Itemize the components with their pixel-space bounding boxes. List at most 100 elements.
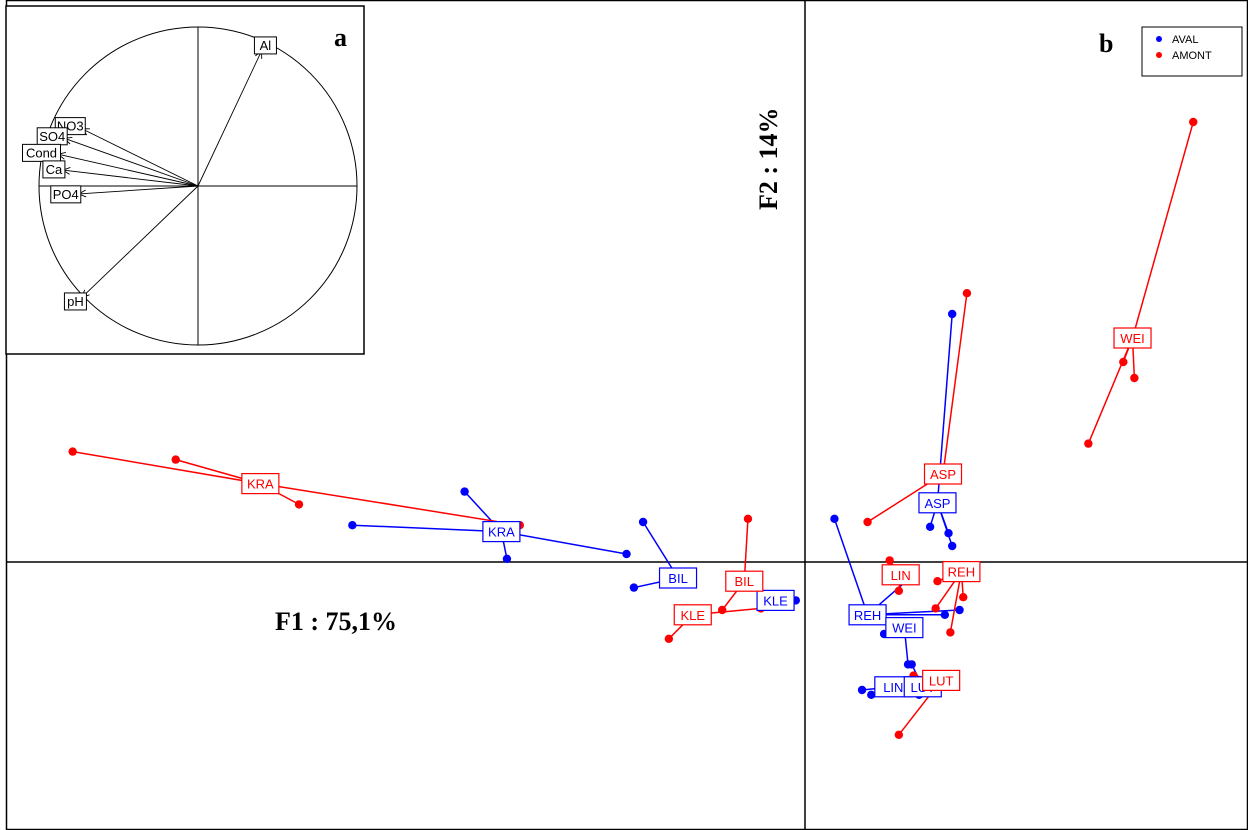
segment-amont-wei-0 bbox=[1131, 121, 1194, 339]
point-aval-reh-2 bbox=[940, 610, 950, 619]
var-label-ca: Ca bbox=[46, 162, 63, 177]
var-box-ca bbox=[42, 160, 66, 179]
point-amont-kle-0 bbox=[664, 634, 674, 643]
var-label-po4: PO4 bbox=[53, 187, 79, 202]
segment-amont-kra-0 bbox=[72, 450, 261, 485]
var-box-ph bbox=[63, 292, 87, 311]
point-aval-reh-0 bbox=[830, 514, 839, 523]
group-box-amont-kra bbox=[241, 473, 280, 495]
var-label-cond: Cond bbox=[26, 145, 57, 160]
var-label-ph: pH bbox=[67, 294, 84, 309]
panel-letter-b: b bbox=[1099, 29, 1113, 58]
point-amont-lin-0 bbox=[885, 556, 894, 565]
arrow-ph bbox=[81, 185, 199, 298]
point-aval-asp-0 bbox=[948, 309, 957, 319]
point-aval-bil-1 bbox=[629, 583, 639, 592]
point-amont-wei-2 bbox=[1119, 357, 1128, 367]
point-aval-kra-0 bbox=[348, 521, 357, 530]
group-box-aval-asp bbox=[918, 492, 957, 514]
point-aval-reh-3 bbox=[955, 605, 964, 615]
x-axis-label: F1 : 75,1% bbox=[275, 607, 397, 636]
point-aval-kra-2 bbox=[622, 549, 631, 559]
point-aval-lut-0 bbox=[907, 660, 916, 669]
group-label-amont-asp: ASP bbox=[930, 467, 956, 482]
point-aval-lin-1 bbox=[867, 690, 876, 699]
group-box-aval-wei bbox=[885, 616, 924, 639]
point-amont-wei-1 bbox=[1084, 439, 1093, 448]
segment-amont-asp-0 bbox=[942, 293, 968, 475]
point-amont-kra-0 bbox=[68, 447, 77, 456]
scatter-panel-b: KRA BIL KLE ASP REH WEI LIN LUT KRA BIL KLE ASP REH L… bbox=[6, 0, 1248, 830]
var-box-cond bbox=[22, 143, 62, 162]
group-label-aval-bil: BIL bbox=[668, 571, 688, 586]
point-amont-bil-1 bbox=[718, 605, 727, 615]
group-box-amont-bil bbox=[725, 570, 764, 592]
group-box-aval-kra bbox=[482, 520, 521, 543]
group-label-aval-kra: KRA bbox=[488, 525, 515, 540]
point-aval-asp-2 bbox=[944, 529, 953, 538]
group-label-aval-kle: KLE bbox=[763, 593, 788, 608]
group-label-aval-reh: REH bbox=[854, 608, 881, 623]
point-amont-wei-0 bbox=[1189, 117, 1198, 127]
point-amont-kra-2 bbox=[294, 500, 304, 509]
group-label-amont-kra: KRA bbox=[247, 477, 274, 492]
point-aval-lin-0 bbox=[857, 685, 867, 695]
arrow-so4 bbox=[64, 137, 199, 187]
group-box-amont-kle bbox=[673, 604, 712, 626]
group-label-amont-kle: KLE bbox=[680, 608, 705, 623]
group-label-amont-lut: LUT bbox=[929, 673, 954, 688]
segment-amont-kra-3 bbox=[260, 482, 520, 526]
var-label-al: Al bbox=[260, 38, 272, 53]
group-box-amont-lin bbox=[881, 564, 920, 586]
var-box-al bbox=[253, 36, 277, 55]
point-aval-kra-3 bbox=[502, 554, 512, 563]
y-axis-label: F2 : 14% bbox=[754, 107, 783, 210]
point-aval-bil-0 bbox=[638, 517, 648, 527]
point-amont-kra-1 bbox=[171, 455, 180, 464]
segment-aval-kra-0 bbox=[352, 524, 502, 533]
segment-aval-kra-2 bbox=[501, 530, 627, 555]
group-box-amont-asp bbox=[923, 463, 963, 485]
group-box-amont-wei bbox=[1113, 327, 1152, 349]
arrow-no3 bbox=[81, 128, 199, 187]
panel-letter-a: a bbox=[334, 23, 347, 52]
group-box-aval-bil bbox=[658, 567, 698, 589]
group-label-amont-bil: BIL bbox=[735, 574, 755, 589]
point-amont-reh-1 bbox=[946, 628, 955, 637]
group-box-amont-reh bbox=[942, 560, 981, 583]
arrow-al bbox=[197, 50, 263, 187]
point-amont-asp-2 bbox=[863, 517, 872, 527]
point-amont-reh-0 bbox=[931, 604, 940, 613]
point-amont-lut-0 bbox=[894, 730, 904, 739]
legend-box bbox=[1141, 26, 1243, 77]
group-box-amont-lut bbox=[922, 669, 961, 692]
point-amont-lin-1 bbox=[894, 586, 904, 595]
legend-label-amont: AMONT bbox=[1172, 50, 1212, 62]
point-aval-asp-1 bbox=[925, 522, 935, 531]
var-label-so4: SO4 bbox=[39, 129, 65, 144]
legend-marker-amont bbox=[1156, 52, 1162, 58]
group-label-aval-lin: LIN bbox=[883, 680, 903, 695]
group-label-amont-reh: REH bbox=[948, 565, 975, 580]
arrow-po4 bbox=[78, 185, 199, 195]
point-amont-reh-3 bbox=[933, 577, 942, 586]
group-label-amont-lin: LIN bbox=[891, 568, 911, 583]
point-aval-asp-3 bbox=[948, 541, 957, 551]
point-amont-bil-0 bbox=[743, 514, 753, 523]
group-label-aval-wei: WEI bbox=[892, 621, 917, 636]
point-amont-wei-3 bbox=[1130, 373, 1139, 383]
arrow-ca bbox=[62, 169, 199, 187]
point-amont-reh-2 bbox=[959, 593, 968, 602]
legend: AVAL AMONT bbox=[1141, 26, 1243, 77]
group-label-amont-wei: WEI bbox=[1120, 331, 1145, 346]
legend-label-aval: AVAL bbox=[1172, 34, 1199, 46]
group-box-aval-reh bbox=[848, 604, 887, 626]
point-amont-asp-0 bbox=[962, 289, 972, 298]
arrow-cond bbox=[57, 153, 199, 187]
group-box-aval-kle bbox=[756, 589, 795, 612]
legend-marker-aval bbox=[1156, 36, 1162, 42]
point-aval-kra-1 bbox=[460, 487, 469, 496]
segment-aval-reh-0 bbox=[833, 518, 869, 616]
